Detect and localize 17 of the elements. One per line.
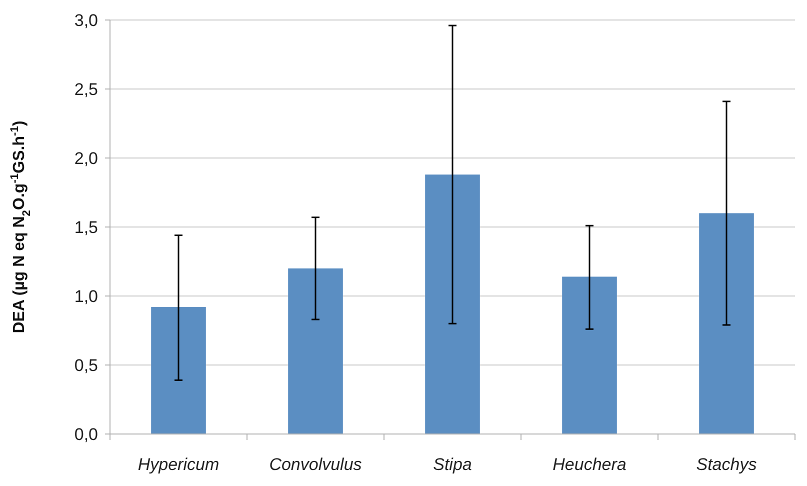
y-tick-label: 1,0 (74, 286, 98, 306)
bar (425, 174, 480, 434)
bar (562, 276, 617, 434)
y-tick-label: 1,5 (74, 218, 98, 237)
y-tick-label: 2,5 (74, 80, 98, 99)
x-tick-label: Stipa (433, 455, 472, 474)
y-tick-label: 0,0 (74, 424, 98, 444)
x-tick-label: Stachys (696, 455, 758, 474)
x-tick-label: Heuchera (552, 455, 626, 474)
bar (151, 307, 206, 434)
x-tick-label: Hypericum (138, 455, 220, 474)
bar (288, 268, 343, 434)
bar (699, 213, 754, 434)
y-tick-label: 3,0 (74, 10, 98, 30)
y-tick-label: 0,5 (74, 356, 98, 375)
y-tick-label: 2,0 (74, 148, 98, 168)
x-tick-label: Convolvulus (269, 455, 362, 474)
